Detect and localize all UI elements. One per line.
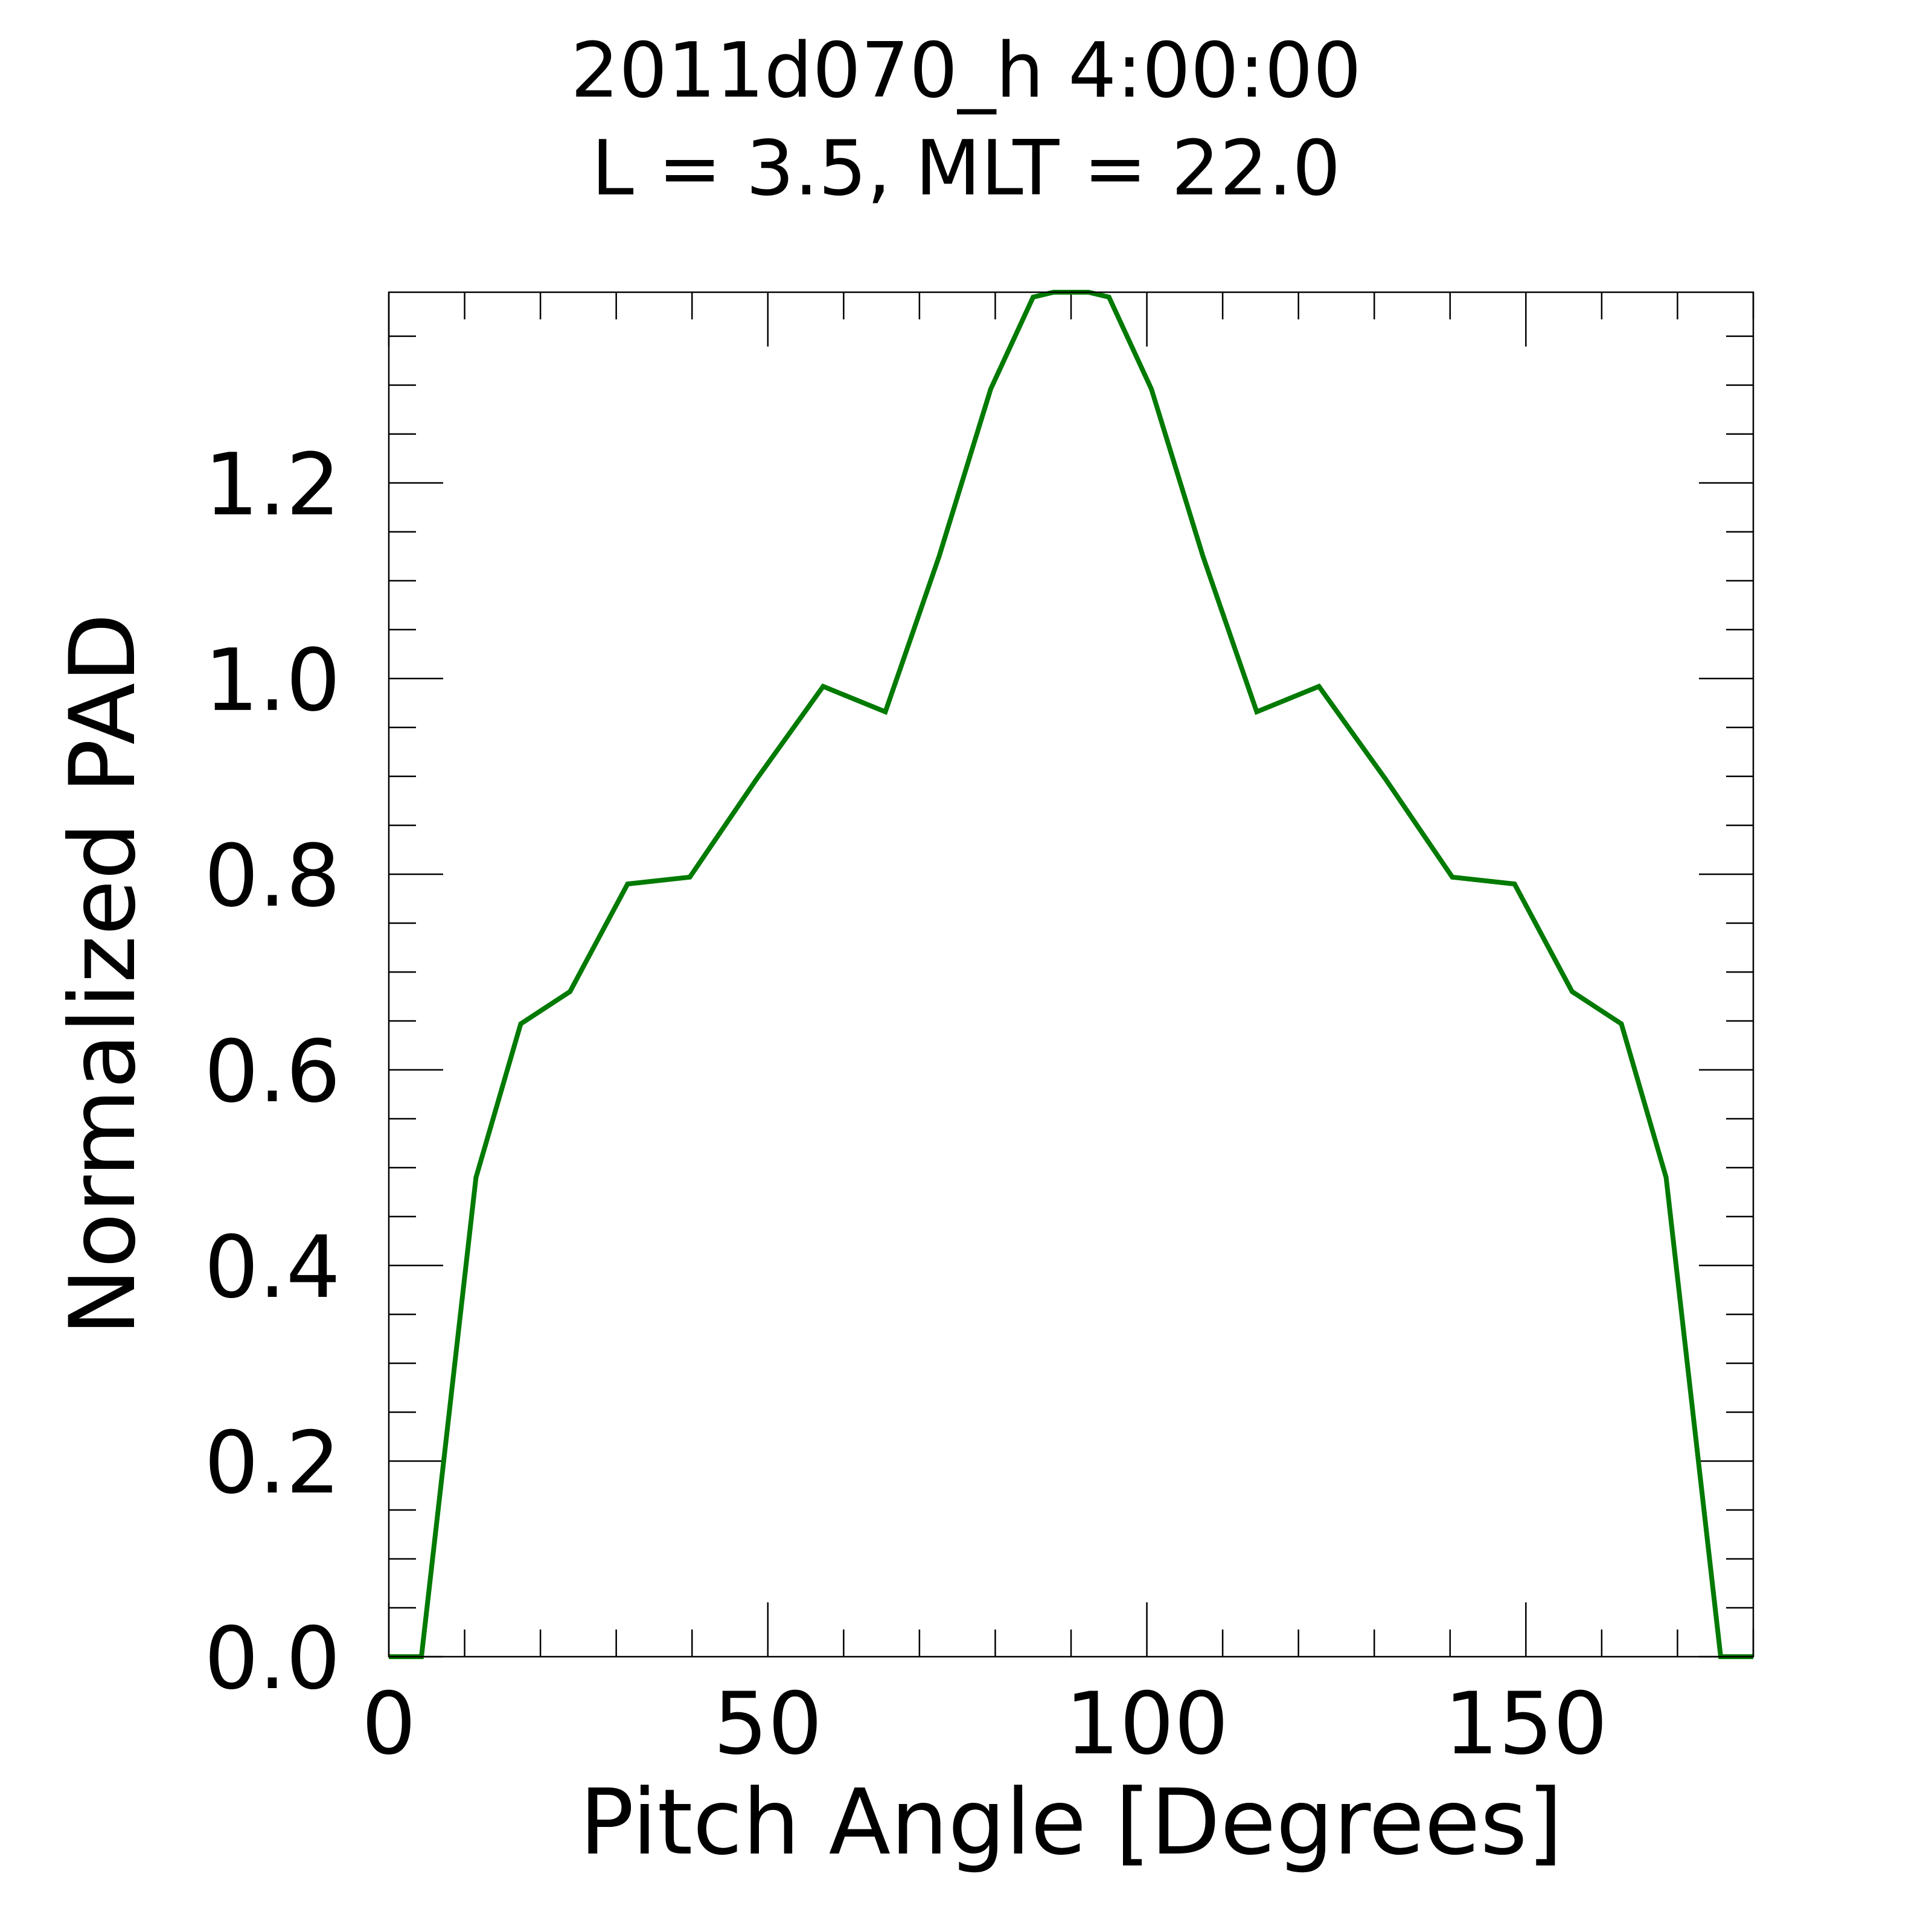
axis-tick-labels: 0 50 100 150 0.0 0.2 0.4 0.6 0.8 1.0 1.2 — [204, 435, 1608, 1774]
x-tick-label: 50 — [713, 1674, 822, 1774]
y-tick-label: 0.8 — [204, 827, 341, 926]
y-tick-label: 0.6 — [204, 1022, 341, 1122]
axis-ticks — [388, 292, 1754, 1658]
y-axis-label: Normalized PAD — [51, 613, 156, 1335]
y-tick-label: 1.2 — [204, 435, 341, 535]
chart-subtitle: L = 3.5, MLT = 22.0 — [591, 124, 1340, 213]
y-tick-label: 1.0 — [204, 631, 341, 731]
y-tick-label: 0.2 — [204, 1413, 341, 1513]
y-tick-label: 0.4 — [204, 1218, 341, 1317]
series-layer — [389, 290, 1753, 1659]
y-tick-label: 0.0 — [204, 1609, 341, 1709]
x-tick-label: 100 — [1065, 1674, 1229, 1774]
plot-frame — [388, 291, 1754, 1658]
chart-title: 2011d070_h 4:00:00 — [571, 26, 1361, 115]
x-axis-label: Pitch Angle [Degrees] — [580, 1770, 1563, 1875]
x-tick-label: 150 — [1444, 1674, 1608, 1774]
series-line — [389, 290, 1753, 1659]
x-tick-label: 0 — [362, 1674, 416, 1774]
